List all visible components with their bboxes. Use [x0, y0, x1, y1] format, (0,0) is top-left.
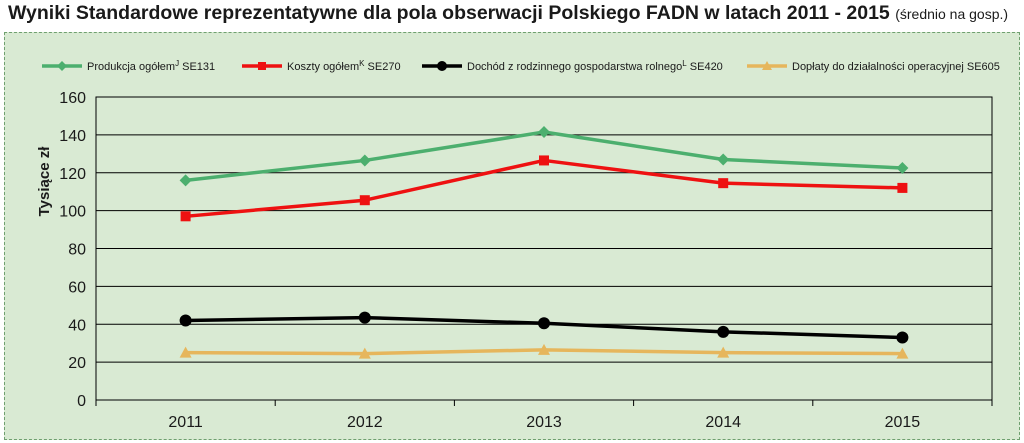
legend-marker-2 [258, 62, 266, 70]
legend-marker-3 [437, 61, 447, 71]
y-tick-label: 20 [68, 355, 86, 372]
data-point-s2-2014 [718, 178, 729, 189]
x-tick-label: 2011 [168, 414, 203, 431]
legend-label-2: Koszty ogółemK SE270 [287, 59, 401, 73]
data-point-s1-2011 [179, 174, 192, 187]
data-point-s2-2015 [897, 182, 908, 193]
y-tick-label: 40 [68, 317, 86, 334]
data-point-s1-2015 [896, 162, 909, 175]
data-point-s2-2012 [359, 195, 370, 206]
legend-superscript: J [175, 59, 179, 68]
data-point-s4-2014 [717, 346, 730, 358]
data-point-s1-2013 [538, 126, 550, 139]
line-chart: 0 20 40 60 80 100 120 140 160 2011 2012 2013 2014 201… [36, 59, 1000, 431]
legend-label-4: Dopłaty do działalności operacyjnej SE60… [792, 61, 1000, 73]
plot-border [95, 96, 993, 401]
data-point-s3-2012 [358, 311, 371, 324]
data-point-s2-2013 [539, 155, 549, 166]
x-tick-label: 2015 [885, 414, 921, 431]
legend-label-1: Produkcja ogółemJ SE131 [87, 59, 215, 73]
legend-marker-4 [762, 61, 772, 70]
data-point-s3-2015 [896, 331, 909, 344]
data-point-s4-2015 [896, 347, 909, 359]
legend-superscript: K [359, 59, 365, 68]
y-tick-label: 100 [59, 204, 86, 221]
y-tick-label: 80 [68, 242, 86, 259]
data-point-s1-2012 [358, 154, 371, 167]
data-point-s3-2013 [538, 317, 550, 330]
legend-superscript: L [682, 59, 687, 68]
chart-title-text: Wyniki Standardowe reprezentatywne dla p… [8, 2, 890, 24]
legend-code: SE270 [365, 61, 401, 73]
y-tick-label: 120 [59, 166, 86, 183]
data-point-s4-2013 [538, 343, 550, 355]
data-point-s3-2014 [717, 325, 730, 338]
x-tick-label: 2013 [526, 414, 562, 431]
legend-label-3: Dochód z rodzinnego gospodarstwa rolnego… [467, 59, 723, 73]
y-tick-label: 160 [59, 90, 86, 107]
x-tick-label: 2012 [347, 414, 383, 431]
legend-code: SE420 [687, 61, 723, 73]
x-tick-label: 2014 [705, 414, 741, 431]
y-tick-label: 140 [59, 128, 86, 145]
data-point-s1-2014 [717, 153, 730, 166]
chart-area: 0 20 40 60 80 100 120 140 160 2011 2012 2013 2014 201… [4, 32, 1020, 440]
legend-marker-1 [57, 61, 67, 71]
chart-title: Wyniki Standardowe reprezentatywne dla p… [8, 2, 1008, 25]
data-point-s4-2012 [358, 347, 371, 359]
legend-code: SE131 [179, 61, 215, 73]
y-tick-label: 60 [68, 279, 86, 296]
y-tick-label: 0 [77, 393, 86, 410]
data-point-s4-2011 [179, 346, 192, 358]
data-point-s2-2011 [180, 211, 191, 222]
y-axis-label: Tysiące zł [36, 146, 53, 217]
chart-subtitle: (średnio na gosp.) [895, 6, 1009, 22]
data-point-s3-2011 [179, 314, 192, 327]
title-bar: Wyniki Standardowe reprezentatywne dla p… [0, 0, 1024, 32]
